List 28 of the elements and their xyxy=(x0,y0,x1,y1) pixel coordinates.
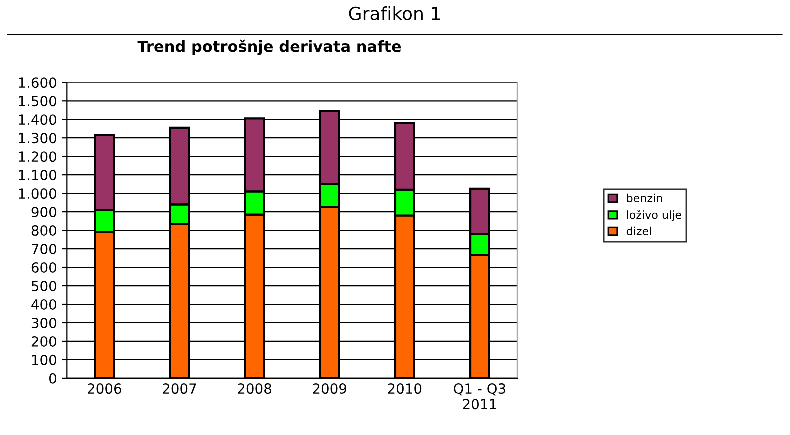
y-tick-label: 1.100 xyxy=(19,170,57,181)
x-tick-label: 2010 xyxy=(388,384,422,394)
y-tick-label: 1.600 xyxy=(19,78,57,88)
y-tick-label: 700 xyxy=(32,244,57,255)
y-tick-label: 1.400 xyxy=(19,114,57,126)
legend-label: benzin xyxy=(627,194,662,202)
y-tick-label: 200 xyxy=(32,336,57,347)
y-tick-label: 0 xyxy=(50,373,57,384)
y-tick-label: 600 xyxy=(32,262,57,273)
y-tick-label: 300 xyxy=(32,318,57,328)
x-tick-label: 2008 xyxy=(238,384,272,394)
y-tick-label: 100 xyxy=(32,354,57,366)
legend-label: loživo ulje xyxy=(627,210,682,222)
y-tick-label: 800 xyxy=(32,226,57,236)
x-tick-label: 2007 xyxy=(163,384,196,394)
x-tick-label: 2009 xyxy=(313,384,347,394)
y-tick-label: 1.200 xyxy=(19,152,57,162)
y-tick-label: 1.300 xyxy=(19,133,57,144)
x-tick-label: 2006 xyxy=(88,384,122,394)
y-tick-label: 500 xyxy=(32,280,57,292)
y-tick-label: 900 xyxy=(32,207,57,218)
y-tick-label: 1.000 xyxy=(19,188,57,200)
y-tick-label: 1.500 xyxy=(19,96,57,107)
y-tick-label: 400 xyxy=(32,299,57,310)
legend-label: dizel xyxy=(626,226,652,236)
chart-title: Trend potrošnje derivata nafte xyxy=(138,40,402,56)
text: Grafikon 1 xyxy=(349,6,440,20)
x-tick-label: Q1 - Q3 2011 xyxy=(454,384,506,410)
